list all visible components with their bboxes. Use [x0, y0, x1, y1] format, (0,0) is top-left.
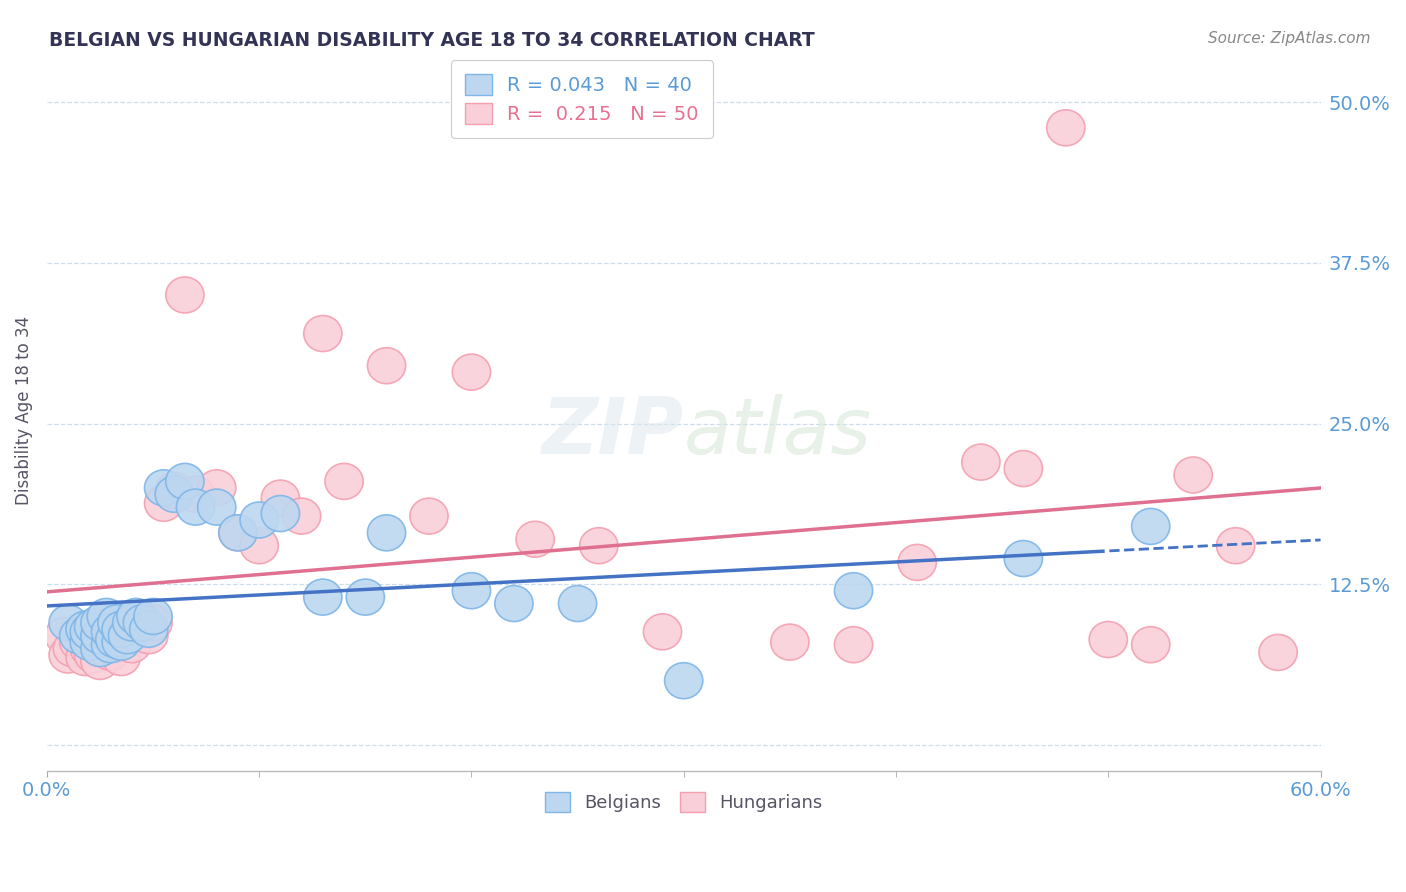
Ellipse shape [198, 470, 236, 506]
Ellipse shape [70, 622, 108, 657]
Ellipse shape [75, 608, 112, 645]
Ellipse shape [70, 624, 108, 660]
Text: BELGIAN VS HUNGARIAN DISABILITY AGE 18 TO 34 CORRELATION CHART: BELGIAN VS HUNGARIAN DISABILITY AGE 18 T… [49, 31, 815, 50]
Ellipse shape [91, 617, 129, 654]
Ellipse shape [98, 605, 136, 640]
Ellipse shape [82, 643, 120, 680]
Ellipse shape [103, 624, 141, 660]
Ellipse shape [558, 585, 596, 622]
Ellipse shape [96, 627, 134, 663]
Ellipse shape [898, 544, 936, 581]
Ellipse shape [516, 521, 554, 558]
Ellipse shape [219, 515, 257, 551]
Ellipse shape [96, 622, 134, 657]
Ellipse shape [82, 605, 120, 640]
Ellipse shape [91, 627, 129, 663]
Ellipse shape [166, 277, 204, 313]
Ellipse shape [325, 464, 363, 500]
Ellipse shape [82, 617, 120, 654]
Ellipse shape [367, 515, 406, 551]
Ellipse shape [108, 622, 146, 657]
Ellipse shape [75, 637, 112, 673]
Ellipse shape [1132, 508, 1170, 544]
Ellipse shape [87, 624, 125, 660]
Ellipse shape [198, 489, 236, 525]
Ellipse shape [283, 498, 321, 534]
Ellipse shape [70, 614, 108, 650]
Text: Source: ZipAtlas.com: Source: ZipAtlas.com [1208, 31, 1371, 46]
Ellipse shape [834, 627, 873, 663]
Ellipse shape [770, 624, 808, 660]
Ellipse shape [453, 573, 491, 608]
Ellipse shape [59, 617, 98, 654]
Ellipse shape [112, 605, 150, 640]
Ellipse shape [176, 489, 215, 525]
Ellipse shape [1004, 450, 1042, 486]
Ellipse shape [53, 631, 91, 666]
Ellipse shape [1174, 457, 1212, 493]
Ellipse shape [962, 444, 1000, 480]
Legend: Belgians, Hungarians: Belgians, Hungarians [530, 778, 837, 827]
Ellipse shape [59, 624, 98, 660]
Ellipse shape [1258, 634, 1298, 671]
Ellipse shape [1132, 627, 1170, 663]
Ellipse shape [129, 611, 167, 648]
Ellipse shape [103, 640, 141, 675]
Ellipse shape [665, 663, 703, 698]
Ellipse shape [117, 611, 155, 648]
Ellipse shape [103, 624, 141, 660]
Ellipse shape [176, 476, 215, 512]
Ellipse shape [834, 573, 873, 608]
Ellipse shape [155, 476, 194, 512]
Ellipse shape [87, 599, 125, 634]
Ellipse shape [262, 480, 299, 516]
Ellipse shape [91, 634, 129, 671]
Ellipse shape [166, 464, 204, 500]
Ellipse shape [495, 585, 533, 622]
Ellipse shape [304, 579, 342, 615]
Ellipse shape [82, 627, 120, 663]
Ellipse shape [108, 617, 146, 654]
Text: atlas: atlas [683, 394, 872, 470]
Ellipse shape [134, 605, 172, 640]
Ellipse shape [367, 348, 406, 384]
Ellipse shape [103, 611, 141, 648]
Ellipse shape [124, 605, 162, 640]
Ellipse shape [1216, 528, 1254, 564]
Ellipse shape [219, 515, 257, 551]
Y-axis label: Disability Age 18 to 34: Disability Age 18 to 34 [15, 316, 32, 505]
Ellipse shape [129, 617, 167, 654]
Ellipse shape [145, 470, 183, 506]
Ellipse shape [240, 528, 278, 564]
Ellipse shape [240, 502, 278, 538]
Ellipse shape [91, 614, 129, 650]
Ellipse shape [304, 316, 342, 351]
Ellipse shape [644, 614, 682, 650]
Ellipse shape [579, 528, 617, 564]
Ellipse shape [70, 631, 108, 666]
Ellipse shape [66, 611, 104, 648]
Ellipse shape [453, 354, 491, 390]
Ellipse shape [1046, 110, 1085, 145]
Ellipse shape [1004, 541, 1042, 576]
Ellipse shape [82, 631, 120, 666]
Ellipse shape [145, 485, 183, 521]
Ellipse shape [66, 640, 104, 675]
Ellipse shape [155, 473, 194, 508]
Ellipse shape [411, 498, 449, 534]
Ellipse shape [49, 637, 87, 673]
Ellipse shape [134, 599, 172, 634]
Ellipse shape [112, 627, 150, 663]
Ellipse shape [117, 599, 155, 634]
Ellipse shape [346, 579, 384, 615]
Ellipse shape [1090, 622, 1128, 657]
Ellipse shape [49, 605, 87, 640]
Ellipse shape [124, 608, 162, 645]
Ellipse shape [262, 496, 299, 532]
Text: ZIP: ZIP [541, 394, 683, 470]
Ellipse shape [45, 617, 83, 654]
